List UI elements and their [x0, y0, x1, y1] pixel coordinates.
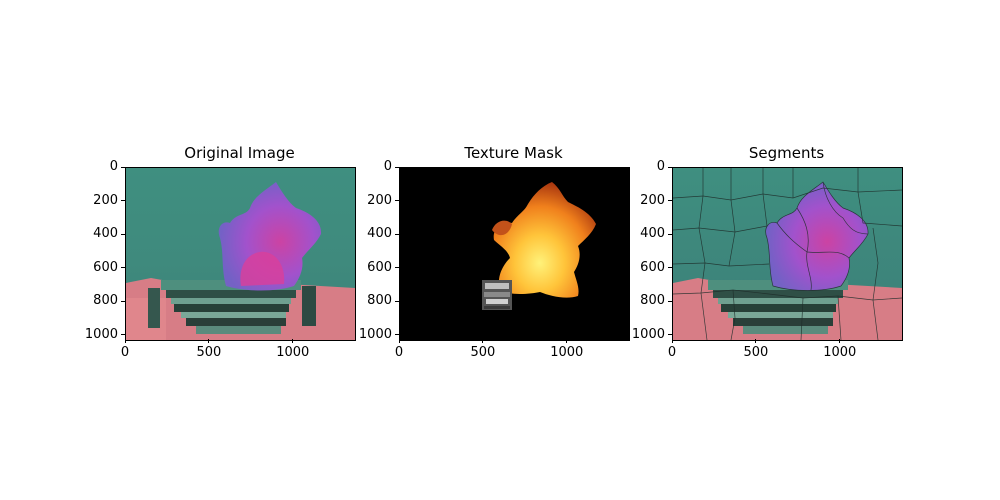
- y-tick-mark: [121, 300, 125, 302]
- texture-mask-image: [400, 168, 629, 340]
- y-tick-label: 800: [93, 293, 118, 309]
- x-tick-label: 1000: [823, 345, 857, 360]
- panel-title: Original Image: [184, 144, 295, 162]
- panel-title: Texture Mask: [464, 144, 563, 162]
- original-image-frame: [125, 167, 356, 341]
- y-tick-label: 0: [109, 159, 118, 174]
- panel-title: Segments: [748, 144, 825, 162]
- segments-frame: [672, 167, 903, 341]
- y-tick-mark: [668, 300, 672, 302]
- x-tick-mark: [755, 339, 757, 343]
- x-tick-label: 500: [743, 345, 769, 360]
- y-tick-mark: [121, 233, 125, 235]
- y-tick-label: 0: [383, 159, 392, 174]
- x-tick-mark: [208, 339, 210, 343]
- y-tick-label: 200: [367, 192, 392, 208]
- x-tick-label: 500: [470, 345, 496, 360]
- y-tick-label: 1000: [631, 326, 665, 342]
- y-tick-mark: [121, 200, 125, 202]
- y-tick-mark: [395, 267, 399, 269]
- x-tick-label: 1000: [550, 345, 584, 360]
- x-tick-mark: [398, 339, 400, 343]
- y-tick-mark: [395, 200, 399, 202]
- x-tick-mark: [671, 339, 673, 343]
- y-tick-label: 200: [93, 192, 118, 208]
- x-tick-mark: [124, 339, 126, 343]
- y-tick-mark: [121, 334, 125, 336]
- x-tick-label: 500: [196, 345, 222, 360]
- x-tick-mark: [839, 339, 841, 343]
- y-tick-mark: [395, 334, 399, 336]
- y-tick-label: 600: [640, 259, 665, 275]
- y-tick-label: 600: [367, 259, 392, 275]
- original-image: [126, 168, 355, 340]
- texture-mask-frame: [399, 167, 630, 341]
- x-tick-label: 1000: [276, 345, 310, 360]
- y-tick-mark: [668, 200, 672, 202]
- y-tick-label: 1000: [358, 326, 392, 342]
- y-tick-mark: [395, 300, 399, 302]
- y-tick-label: 400: [93, 226, 118, 242]
- y-tick-mark: [668, 233, 672, 235]
- x-tick-mark: [482, 339, 484, 343]
- x-tick-mark: [566, 339, 568, 343]
- segments-image: [673, 168, 902, 340]
- x-tick-mark: [292, 339, 294, 343]
- y-tick-label: 0: [656, 159, 665, 174]
- y-tick-label: 800: [367, 293, 392, 309]
- y-tick-label: 600: [93, 259, 118, 275]
- y-tick-label: 400: [367, 226, 392, 242]
- y-tick-label: 800: [640, 293, 665, 309]
- y-tick-mark: [668, 267, 672, 269]
- y-tick-mark: [121, 166, 125, 168]
- y-tick-label: 400: [640, 226, 665, 242]
- y-tick-mark: [668, 334, 672, 336]
- x-tick-label: 0: [120, 345, 130, 360]
- y-tick-mark: [668, 166, 672, 168]
- y-tick-label: 200: [640, 192, 665, 208]
- x-tick-label: 0: [667, 345, 677, 360]
- y-tick-mark: [395, 166, 399, 168]
- x-tick-label: 0: [394, 345, 404, 360]
- y-tick-mark: [395, 233, 399, 235]
- y-tick-label: 1000: [84, 326, 118, 342]
- y-tick-mark: [121, 267, 125, 269]
